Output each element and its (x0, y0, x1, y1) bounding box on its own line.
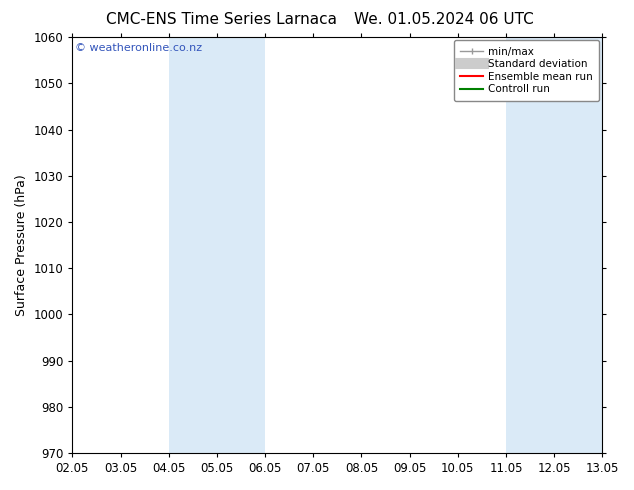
Bar (506, 37, 602, 453)
Y-axis label: Surface Pressure (hPa): Surface Pressure (hPa) (15, 174, 28, 316)
Legend: min/max, Standard deviation, Ensemble mean run, Controll run: min/max, Standard deviation, Ensemble me… (454, 40, 599, 100)
Bar (169, 37, 265, 453)
Text: We. 01.05.2024 06 UTC: We. 01.05.2024 06 UTC (354, 12, 534, 27)
Text: © weatheronline.co.nz: © weatheronline.co.nz (75, 44, 202, 53)
Text: CMC-ENS Time Series Larnaca: CMC-ENS Time Series Larnaca (107, 12, 337, 27)
